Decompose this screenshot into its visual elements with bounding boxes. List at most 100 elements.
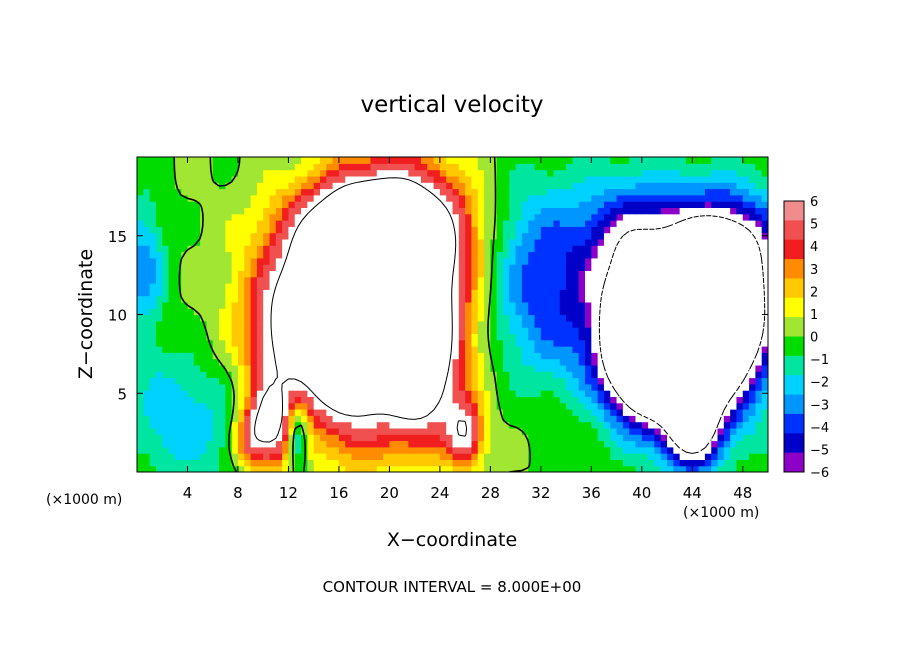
heat-cell — [742, 226, 750, 234]
heat-cell — [679, 320, 687, 328]
heat-cell — [174, 264, 182, 271]
heat-cell — [402, 276, 409, 284]
heat-cell — [452, 163, 460, 171]
heat-cell — [212, 257, 220, 265]
heat-cell — [420, 421, 428, 429]
heat-cell — [603, 257, 611, 265]
heat-cell — [540, 213, 548, 221]
heat-cell — [603, 371, 611, 379]
heat-cell — [723, 446, 731, 454]
heat-cell — [193, 465, 201, 472]
heat-cell — [402, 251, 409, 259]
heat-cell — [168, 175, 176, 183]
heat-cell — [591, 434, 599, 442]
heat-cell — [420, 396, 428, 404]
heat-cell — [477, 245, 485, 253]
heat-cell — [256, 434, 264, 442]
heat-cell — [301, 371, 308, 379]
heat-cell — [641, 188, 649, 196]
heat-cell — [212, 301, 220, 309]
heat-cell — [364, 346, 372, 353]
heat-cell — [515, 383, 523, 391]
heat-cell — [301, 377, 308, 385]
heat-cell — [547, 409, 555, 416]
heat-cell — [490, 251, 498, 259]
heat-cell — [231, 396, 239, 404]
heat-cell — [679, 371, 687, 379]
heat-cell — [389, 371, 397, 379]
heat-cell — [364, 232, 372, 240]
heat-cell — [433, 283, 441, 290]
heat-cell — [717, 409, 725, 416]
heat-cell — [181, 276, 189, 284]
heat-cell — [622, 421, 630, 429]
heat-cell — [616, 446, 624, 454]
heat-cell — [402, 396, 409, 404]
heat-cell — [673, 352, 681, 360]
heat-cell — [282, 207, 290, 215]
heat-cell — [458, 320, 466, 328]
heat-cell — [168, 213, 176, 221]
heat-cell — [288, 421, 296, 429]
heat-cell — [629, 421, 637, 429]
heat-cell — [572, 175, 580, 183]
heat-cell — [345, 327, 353, 334]
heat-cell — [206, 415, 214, 423]
heat-cell — [212, 163, 220, 171]
heat-cell — [351, 163, 359, 171]
heat-cell — [509, 339, 517, 347]
heat-cell — [660, 188, 668, 196]
heat-cell — [237, 238, 245, 246]
heat-cell — [288, 276, 296, 284]
heat-cell — [648, 352, 656, 360]
heat-cell — [263, 201, 271, 208]
heat-cell — [319, 220, 327, 227]
heat-cell — [269, 232, 277, 240]
heat-cell — [553, 327, 561, 334]
heat-cell — [351, 390, 359, 397]
heat-cell — [654, 415, 662, 423]
heat-cell — [578, 175, 586, 183]
heat-cell — [206, 409, 214, 416]
heat-cell — [250, 409, 258, 416]
heat-cell — [155, 427, 163, 435]
heat-cell — [237, 213, 245, 221]
heat-cell — [149, 201, 157, 208]
heat-cell — [395, 346, 403, 353]
heat-cell — [566, 283, 573, 290]
heat-cell — [427, 371, 435, 379]
heat-cell — [345, 465, 353, 472]
heat-cell — [635, 232, 643, 240]
heat-cell — [477, 383, 485, 391]
heat-cell — [502, 283, 510, 290]
heat-cell — [654, 276, 662, 284]
heat-cell — [465, 446, 473, 454]
heat-cell — [534, 377, 542, 385]
heat-cell — [364, 371, 372, 379]
heat-cell — [471, 459, 479, 467]
heat-cell — [357, 377, 365, 385]
heat-cell — [749, 220, 756, 227]
heat-cell — [578, 169, 586, 177]
heat-cell — [244, 383, 252, 391]
heat-cell — [566, 421, 573, 429]
heat-cell — [496, 453, 504, 460]
heat-cell — [427, 194, 435, 202]
heat-cell — [332, 289, 340, 297]
heat-cell — [193, 264, 201, 271]
heat-cell — [370, 188, 378, 196]
heat-cell — [622, 327, 630, 334]
heat-cell — [471, 201, 479, 208]
heat-cell — [742, 245, 750, 253]
heat-cell — [685, 453, 693, 460]
heat-cell — [389, 264, 397, 271]
heat-cell — [446, 251, 454, 259]
heat-cell — [641, 257, 649, 265]
heat-cell — [749, 421, 756, 429]
heat-cell — [502, 295, 510, 303]
heat-cell — [137, 453, 144, 460]
heat-cell — [585, 327, 592, 334]
heat-cell — [408, 440, 416, 448]
heat-cell — [420, 390, 428, 397]
heat-cell — [578, 415, 586, 423]
